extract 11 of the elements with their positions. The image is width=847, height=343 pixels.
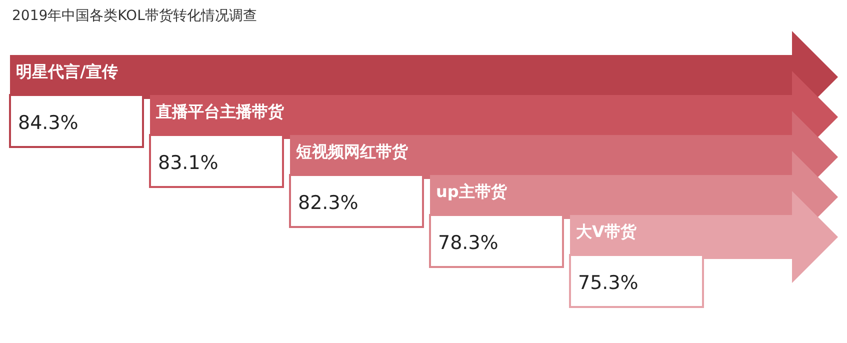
category-label: 直播平台主播带货 — [155, 102, 285, 121]
data-label: 82.3% — [298, 192, 358, 214]
data-label: 83.1% — [158, 152, 218, 174]
text: 2019年中国各类KOL带货转化情况调查 — [12, 8, 257, 24]
category-label: 短视频网红带货 — [295, 142, 409, 161]
category-label: 明星代言/宣传 — [16, 62, 118, 81]
data-label: 78.3% — [438, 232, 498, 254]
data-label: 84.3% — [18, 112, 78, 134]
category-label: up主带货 — [436, 182, 508, 201]
category-label: 大V带货 — [576, 222, 638, 241]
data-label: 75.3% — [578, 272, 638, 294]
